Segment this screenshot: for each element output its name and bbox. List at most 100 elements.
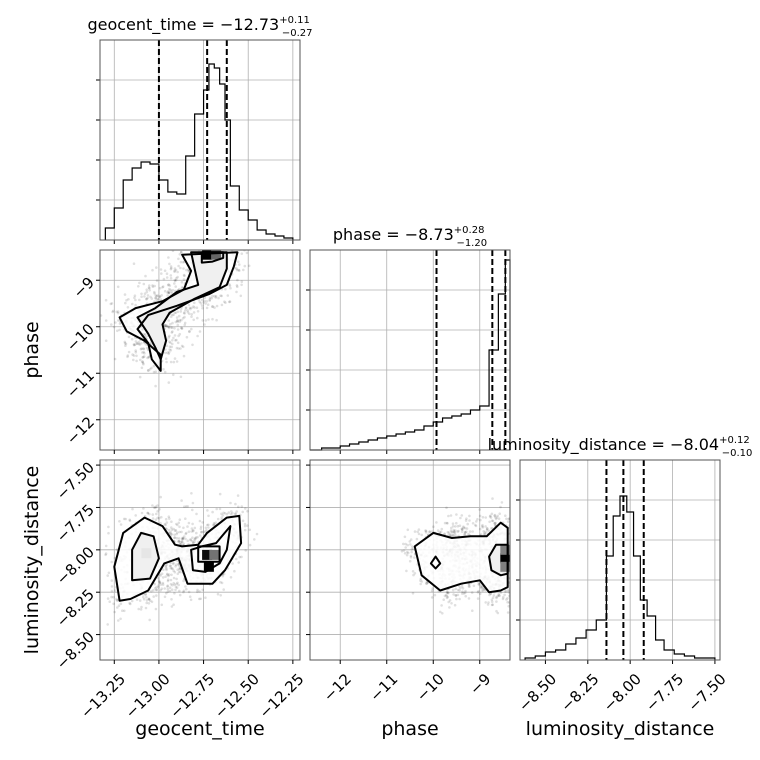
scatter-point xyxy=(172,569,175,572)
x-tick-label-luminosity_distance: −7.50 xyxy=(684,670,729,715)
scatter-point xyxy=(425,581,428,585)
density-cell xyxy=(202,250,213,260)
scatter-point xyxy=(513,555,516,558)
scatter-point xyxy=(176,568,179,571)
scatter-point xyxy=(451,534,455,537)
scatter-point xyxy=(180,286,184,289)
scatter-point xyxy=(486,603,490,606)
scatter-point xyxy=(189,538,192,542)
scatter-point xyxy=(116,285,120,289)
scatter-point xyxy=(177,583,180,587)
scatter-point xyxy=(221,514,225,517)
scatter-point xyxy=(240,252,244,255)
scatter-point xyxy=(406,543,410,547)
scatter-point xyxy=(169,265,173,268)
hist-phase-bg xyxy=(310,250,510,450)
scatter-point xyxy=(476,591,480,594)
scatter-point xyxy=(198,330,202,333)
scatter-point xyxy=(459,586,462,590)
scatter-point xyxy=(449,514,453,517)
scatter-point xyxy=(488,520,491,524)
scatter-point xyxy=(140,295,143,299)
scatter-point xyxy=(154,607,158,611)
scatter-point xyxy=(137,607,140,611)
scatter-point xyxy=(237,505,240,509)
scatter-point xyxy=(168,262,171,266)
x-axis-label-luminosity_distance: luminosity_distance xyxy=(526,718,715,740)
scatter-point xyxy=(181,537,184,540)
scatter-point xyxy=(142,355,145,359)
scatter-point xyxy=(193,536,197,540)
scatter-point xyxy=(456,593,460,597)
scatter-point xyxy=(170,291,174,295)
scatter-point xyxy=(503,593,506,597)
scatter-point xyxy=(133,294,137,298)
scatter-point xyxy=(507,517,510,521)
scatter-point xyxy=(446,522,449,525)
scatter-point xyxy=(461,592,464,595)
scatter-point xyxy=(507,604,510,608)
scatter-point xyxy=(452,534,455,537)
scatter-point xyxy=(445,590,449,593)
scatter-point xyxy=(177,540,180,543)
contour-line-2 xyxy=(200,251,225,264)
scatter-point xyxy=(224,287,227,291)
scatter-point xyxy=(201,319,204,322)
density-cell xyxy=(211,250,222,260)
scatter-point xyxy=(196,316,199,320)
scatter-point xyxy=(448,533,452,537)
scatter-point xyxy=(504,514,507,517)
scatter-point xyxy=(110,302,114,305)
scatter-point xyxy=(243,264,247,268)
scatter-point xyxy=(515,544,518,547)
scatter-point xyxy=(219,294,222,298)
scatter-point xyxy=(136,342,139,346)
scatter-point xyxy=(110,579,114,582)
scatter-point xyxy=(229,513,233,516)
scatter-point xyxy=(147,369,150,372)
scatter-point xyxy=(156,504,159,507)
scatter-point xyxy=(186,309,189,312)
scatter-point xyxy=(145,595,148,599)
contour-line-3 xyxy=(197,545,221,563)
scatter-point xyxy=(169,566,173,570)
scatter-point xyxy=(166,578,170,581)
scatter-point xyxy=(170,567,173,570)
scatter-point xyxy=(454,594,458,597)
y-tick-label-phase: −9 xyxy=(70,274,98,302)
scatter-point xyxy=(511,570,514,573)
scatter-point xyxy=(417,528,421,531)
scatter-point xyxy=(173,270,176,274)
scatter-point xyxy=(182,589,186,593)
scatter-point xyxy=(161,576,165,579)
scatter-point xyxy=(495,595,498,599)
scatter-point xyxy=(216,517,220,521)
scatter-point xyxy=(208,296,212,300)
scatter-point xyxy=(506,520,510,523)
scatter-point xyxy=(175,316,179,319)
scatter-point xyxy=(490,600,494,604)
scatter-point xyxy=(114,321,117,324)
scatter-point xyxy=(227,511,231,514)
contour-fill xyxy=(414,522,508,593)
scatter-point xyxy=(137,285,140,288)
scatter-point xyxy=(106,623,109,626)
scatter-point xyxy=(203,296,207,300)
scatter-point xyxy=(182,590,185,594)
scatter-point xyxy=(463,526,467,530)
scatter-point xyxy=(187,590,191,594)
scatter-point xyxy=(173,278,177,282)
scatter-point xyxy=(142,350,145,354)
contour-line-1 xyxy=(136,251,228,361)
scatter-point xyxy=(223,300,226,304)
density-cell xyxy=(203,561,214,572)
scatter-point xyxy=(117,319,120,322)
scatter-point xyxy=(179,310,182,313)
contour-line-2 xyxy=(429,555,442,570)
scatter-point xyxy=(171,313,174,317)
scatter-point xyxy=(151,517,155,520)
scatter-point xyxy=(517,574,520,577)
scatter-point xyxy=(167,381,171,384)
scatter-point xyxy=(450,530,453,534)
scatter-point xyxy=(180,326,183,330)
